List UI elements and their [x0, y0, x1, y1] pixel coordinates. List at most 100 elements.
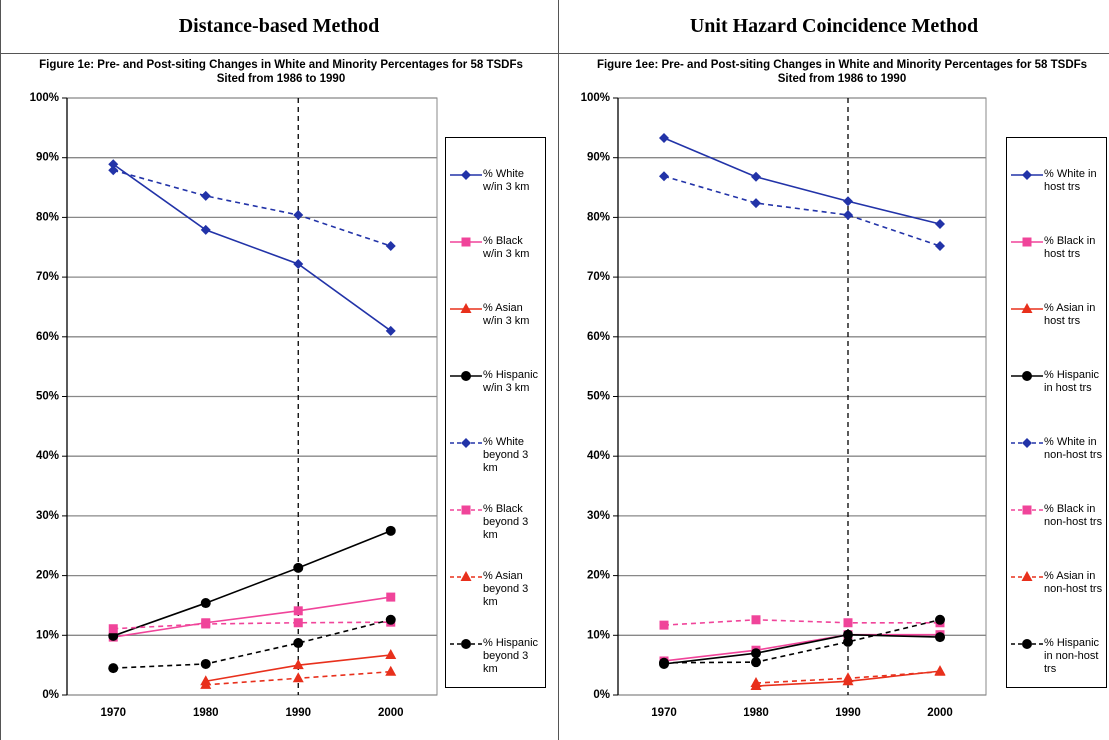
marker: [385, 614, 396, 625]
marker: [935, 614, 945, 625]
marker: [751, 171, 761, 182]
series-line: [113, 619, 391, 669]
legend: % White w/in 3 km % Black w/in 3 km % Asia…: [445, 137, 546, 688]
y-tick-label: 60%: [587, 331, 610, 343]
legend-label: % Black beyond 3 km: [483, 503, 529, 541]
series-line: [663, 175, 941, 247]
marker: [460, 571, 472, 581]
legend-label: % Hispanic in non-host trs: [1044, 637, 1100, 675]
marker: [108, 663, 119, 674]
x-tick-label: 1980: [743, 707, 769, 719]
chart: 0% 10% 20% 30% 40% 50% 60% 70% 80% 90% 100% 1970 198…: [581, 92, 987, 719]
marker: [1022, 505, 1032, 515]
legend-entry: % Black beyond 3 km: [449, 503, 545, 542]
marker: [461, 639, 471, 649]
y-tick-label: 90%: [587, 152, 610, 164]
y-tick-label: 20%: [36, 570, 59, 582]
marker: [386, 592, 396, 602]
marker: [843, 629, 853, 640]
legend-label: % Asian beyond 3 km: [483, 570, 529, 608]
legend-entry: % White beyond 3 km: [449, 436, 545, 475]
legend-swatch: [1011, 237, 1043, 247]
marker: [293, 258, 304, 269]
marker: [1022, 237, 1032, 247]
legend-label: % Hispanic in host trs: [1044, 369, 1100, 394]
legend-swatch: [1011, 505, 1043, 515]
legend-entry: % White in non-host trs: [1010, 436, 1106, 462]
legend-swatch: [450, 371, 482, 381]
legend-entry: % Black in non-host trs: [1010, 503, 1106, 529]
marker: [843, 196, 853, 207]
x-tick-label: 2000: [378, 707, 404, 719]
series-line: [663, 618, 940, 626]
legend-swatch: [1011, 303, 1043, 313]
marker: [200, 598, 211, 609]
y-tick-label: 10%: [36, 629, 59, 641]
y-tick-label: 80%: [36, 211, 59, 223]
marker: [1022, 438, 1032, 448]
legend-swatch: [450, 303, 482, 313]
legend-label: % Asian in non-host trs: [1044, 570, 1103, 595]
legend-entry: % Asian in host trs: [1010, 302, 1106, 328]
legend-label: % Hispanic beyond 3 km: [483, 637, 539, 675]
y-tick-label: 40%: [36, 450, 59, 462]
legend-label: % Black w/in 3 km: [483, 235, 530, 260]
marker: [460, 303, 472, 313]
legend-swatch: [1011, 571, 1043, 581]
legend-entry: % Asian in non-host trs: [1010, 570, 1106, 596]
x-tick-label: 1970: [100, 707, 126, 719]
marker: [200, 678, 212, 689]
legend-entry: % White w/in 3 km: [449, 168, 545, 194]
legend-entry: % Black w/in 3 km: [449, 235, 545, 261]
chart-title: Figure 1e: Pre- and Post-siting Changes …: [39, 59, 523, 85]
legend-label: % Black in host trs: [1044, 235, 1096, 260]
marker: [461, 505, 471, 515]
y-tick-label: 70%: [587, 271, 610, 283]
marker: [843, 618, 853, 628]
marker: [385, 525, 396, 536]
series-line: [112, 163, 392, 332]
marker: [1022, 371, 1032, 381]
legend-swatch: [1011, 438, 1043, 448]
y-tick-label: 40%: [587, 450, 610, 462]
marker: [461, 237, 471, 247]
series-line: [663, 137, 941, 225]
marker: [751, 198, 761, 209]
legend-entry: % Black in host trs: [1010, 235, 1106, 261]
marker: [385, 649, 397, 660]
marker: [385, 241, 396, 252]
marker: [200, 190, 211, 201]
marker: [935, 632, 945, 643]
x-tick-label: 1990: [285, 707, 311, 719]
legend-swatch: [450, 505, 482, 515]
marker: [385, 665, 397, 676]
y-tick-label: 50%: [36, 391, 59, 403]
y-tick-label: 30%: [587, 510, 610, 522]
marker: [659, 620, 669, 630]
legend-swatch: [450, 237, 482, 247]
legend-label: % Black in non-host trs: [1044, 503, 1103, 528]
series-line: [113, 169, 392, 247]
legend-entry: % Hispanic beyond 3 km: [449, 637, 545, 676]
y-tick-label: 50%: [587, 391, 610, 403]
column-header: Unit Hazard Coincidence Method: [559, 0, 1109, 54]
marker: [108, 159, 119, 170]
y-tick-label: 0%: [593, 689, 610, 701]
x-tick-label: 1990: [835, 707, 861, 719]
x-tick-label: 1970: [651, 707, 677, 719]
legend-entry: % Hispanic w/in 3 km: [449, 369, 545, 395]
legend-label: % White beyond 3 km: [483, 436, 529, 474]
legend-label: % Hispanic w/in 3 km: [483, 369, 539, 394]
legend-label: % White in host trs: [1044, 168, 1097, 193]
chart-panel: Figure 1ee: Pre- and Post-siting Changes…: [562, 55, 1109, 740]
marker: [934, 665, 946, 676]
y-tick-label: 0%: [42, 689, 59, 701]
marker: [200, 658, 211, 669]
marker: [1022, 170, 1032, 180]
y-tick-label: 80%: [587, 211, 610, 223]
legend-label: % White w/in 3 km: [483, 168, 530, 193]
chart-title: Figure 1ee: Pre- and Post-siting Changes…: [596, 59, 1088, 85]
legend-swatch: [450, 639, 482, 649]
legend-swatch: [1011, 639, 1043, 649]
